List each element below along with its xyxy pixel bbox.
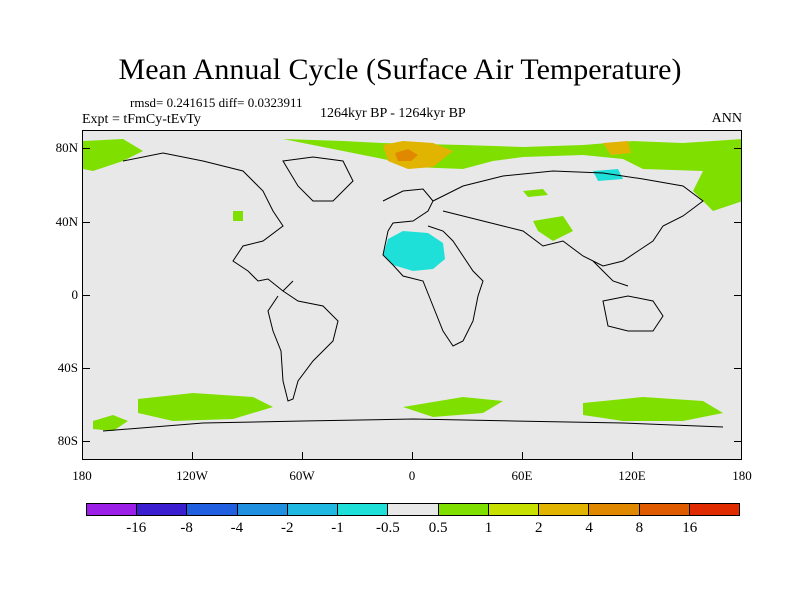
x-label-60e: 60E bbox=[511, 468, 533, 483]
x-tick bbox=[192, 452, 193, 460]
colorbar-label: -0.5 bbox=[375, 520, 400, 536]
y-tick bbox=[734, 295, 742, 296]
colorbar-swatch bbox=[589, 504, 640, 515]
x-label-0: 0 bbox=[408, 468, 416, 483]
x-label-120e: 120E bbox=[618, 468, 646, 483]
north-atlantic-hot bbox=[395, 149, 418, 161]
colorbar-swatch bbox=[237, 504, 288, 515]
y-label-40n: 40N bbox=[55, 214, 78, 229]
y-tick bbox=[82, 441, 90, 442]
y-label-40s: 40S bbox=[57, 360, 78, 375]
colorbar-label: -4 bbox=[230, 520, 244, 536]
x-label-60w: 60W bbox=[289, 468, 315, 483]
y-tick bbox=[82, 295, 90, 296]
colorbar-swatch bbox=[187, 504, 238, 515]
colorbar-swatch bbox=[338, 504, 389, 515]
colorbar-label: 4 bbox=[585, 520, 593, 536]
x-label-180e: 180 bbox=[732, 468, 752, 483]
colorbar-label: -1 bbox=[331, 520, 344, 536]
colorbar-swatch bbox=[287, 504, 339, 515]
antarctic-warming bbox=[93, 393, 723, 431]
colorbar-swatch bbox=[488, 504, 540, 515]
anomaly-fills bbox=[83, 139, 741, 431]
plot-title: Mean Annual Cycle (Surface Air Temperatu… bbox=[118, 53, 682, 86]
y-tick bbox=[734, 368, 742, 369]
y-tick bbox=[734, 222, 742, 223]
colorbar-label: -16 bbox=[126, 520, 147, 536]
experiment-label: Expt = tFmCy-tEvTy bbox=[82, 112, 201, 127]
colorbar bbox=[86, 503, 740, 516]
colorbar-label: 8 bbox=[635, 520, 644, 536]
colorbar-swatch bbox=[87, 504, 138, 515]
colorbar-label: 0.5 bbox=[428, 520, 448, 536]
y-label-80s: 80S bbox=[57, 433, 78, 448]
colorbar-label: 16 bbox=[682, 520, 698, 536]
colorbar-swatch bbox=[438, 504, 489, 515]
colorbar-label: 2 bbox=[535, 520, 543, 536]
colorbar-label: -8 bbox=[180, 520, 193, 536]
coastlines bbox=[102, 152, 724, 432]
x-label-120w: 120W bbox=[176, 468, 208, 483]
y-tick bbox=[82, 222, 90, 223]
season-label: ANN bbox=[711, 111, 742, 126]
y-tick bbox=[734, 441, 742, 442]
colorbar-swatch bbox=[137, 504, 188, 515]
colorbar-swatch bbox=[689, 504, 740, 515]
colorbar-swatch bbox=[388, 504, 439, 515]
y-tick bbox=[82, 148, 90, 149]
period-label: 1264kyr BP - 1264kyr BP bbox=[320, 106, 466, 121]
y-label-80n: 80N bbox=[55, 140, 78, 155]
map-panel bbox=[82, 130, 742, 460]
map-graphic bbox=[83, 139, 741, 432]
y-tick bbox=[734, 148, 742, 149]
colorbar-swatch bbox=[539, 504, 590, 515]
x-tick bbox=[302, 452, 303, 460]
stats-readout: rmsd= 0.241615 diff= 0.0323911 bbox=[130, 95, 303, 110]
colorbar-label: 1 bbox=[484, 520, 493, 536]
sahara-cooling bbox=[383, 169, 623, 271]
colorbar-swatch bbox=[639, 504, 690, 515]
x-tick bbox=[522, 452, 523, 460]
y-tick bbox=[82, 368, 90, 369]
y-label-0: 0 bbox=[71, 287, 79, 302]
x-tick bbox=[412, 452, 413, 460]
x-label-180w: 180 bbox=[72, 468, 92, 483]
north-atlantic-warm bbox=[383, 141, 631, 169]
colorbar-label: -2 bbox=[280, 520, 294, 536]
x-tick bbox=[632, 452, 633, 460]
